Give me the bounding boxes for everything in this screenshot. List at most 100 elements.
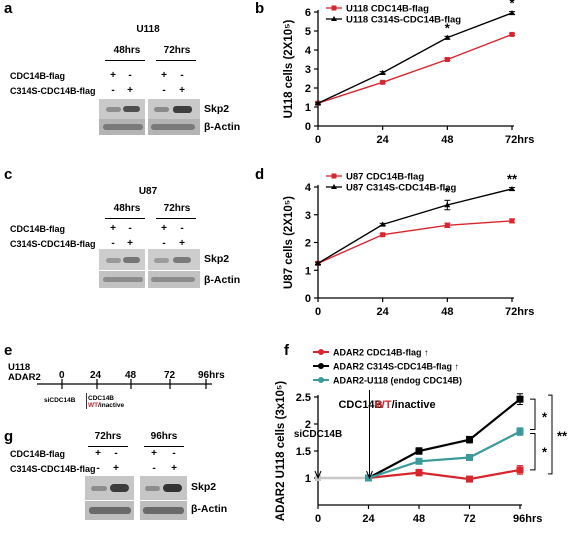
legend-swatch-marker	[318, 349, 324, 355]
data-point	[509, 218, 515, 224]
panel-letter-f: f	[284, 342, 289, 359]
data-point	[444, 202, 451, 208]
series-line-2	[368, 430, 521, 480]
data-point	[466, 436, 473, 444]
data-point	[380, 79, 386, 85]
x-tick-label: 72hrs	[505, 306, 534, 318]
y-tick-label: 3	[305, 64, 311, 76]
wb-a-sign: +	[110, 70, 116, 81]
chart-b: 0 1 2 3 4 5 6 0 24 48 72hrs U118 cells (2X10⁵) U118 …	[283, 0, 534, 146]
wb-a-time-2: 72hrs	[163, 45, 191, 56]
panel-letter-b: b	[255, 0, 265, 17]
x-tick-label: 48	[441, 134, 453, 146]
wb-c-sign: -	[162, 238, 166, 249]
wb-g-time-2: 96hrs	[150, 431, 178, 442]
data-point	[466, 453, 473, 461]
timeline-line2: ADAR2	[8, 372, 41, 383]
wb-g-sign: -	[172, 448, 176, 459]
legend-swatch-marker	[331, 173, 337, 179]
wb-c-time-1: 48hrs	[113, 203, 141, 214]
wb-c-cell-line: U87	[138, 186, 158, 197]
data-point	[365, 474, 372, 482]
series-line-1	[367, 398, 521, 479]
wb-a-sign: +	[179, 85, 185, 96]
timeline-note-si: siCDC14B	[44, 397, 76, 404]
legend-swatch-marker	[331, 184, 337, 189]
x-tick-label: 48	[441, 306, 453, 318]
wb-g-actin-blot	[85, 501, 187, 520]
legend-label: U87 CDC14B-flag	[346, 172, 424, 183]
series-line-0	[317, 220, 513, 264]
wb-a-sign: -	[162, 85, 166, 96]
wb-a-cell-line: U118	[136, 24, 160, 35]
wb-a-underline-1	[105, 60, 145, 61]
legend-label: ADAR2 CDC14B-flag ↑	[333, 348, 429, 358]
x-tick-label: 0	[315, 513, 321, 525]
wb-a-sign: +	[161, 70, 167, 81]
y-tick-label: 4	[305, 45, 312, 57]
legend-label: U118 C314S-CDC14B-flag	[346, 15, 461, 26]
y-axis-label: U118 cells (2X10⁵)	[283, 19, 295, 118]
wb-g-sign: +	[151, 448, 157, 459]
data-point	[509, 9, 515, 16]
legend-label: U118 CDC14B-flag	[346, 4, 429, 15]
x-tick-label: 24	[377, 134, 390, 146]
wb-g-sign: -	[96, 463, 100, 474]
y-tick-label: 2	[305, 419, 311, 431]
event-label-wt: WT	[375, 399, 392, 411]
wb-c-underline-2	[156, 218, 196, 219]
timeline-tick-label: 72	[164, 370, 176, 381]
wb-a-sign: -	[111, 85, 115, 96]
chart-d: 0 1 2 3 4 0 24 48 72hrs U87 cells (2X10⁵) U87 CDC1…	[283, 172, 534, 319]
wb-a-sign: -	[180, 70, 184, 81]
timeline-cell-line: U118	[8, 362, 31, 373]
x-tick-label: 0	[315, 306, 321, 318]
wb-c-sign: +	[110, 223, 116, 234]
wb-c-sign: +	[179, 238, 185, 249]
panel-letter-a: a	[4, 0, 13, 17]
wb-c-row-label-1: CDC14B-flag	[10, 224, 66, 234]
data-point	[379, 69, 386, 75]
y-tick-label: 1	[305, 473, 311, 485]
wb-c-actin-blot	[99, 271, 200, 288]
event-arrowhead	[314, 470, 322, 480]
significance-star: *	[445, 184, 451, 199]
event-label-cdc: CDC14B	[338, 399, 382, 411]
wb-g-skp2-label: Skp2	[191, 481, 217, 493]
data-point	[415, 447, 423, 455]
y-axis-label: U87 cells (2X10⁵)	[283, 196, 295, 289]
panel-letter-d: d	[255, 166, 265, 183]
wb-a-sign: +	[127, 85, 133, 96]
wb-c-actin-label: β-Actin	[204, 274, 241, 286]
significance-star: **	[557, 429, 568, 444]
data-point	[509, 185, 515, 192]
wb-g-underline-1	[88, 446, 128, 447]
event-label-si: siCDC14B	[294, 429, 342, 440]
data-point	[509, 31, 515, 37]
y-tick-label: 1	[305, 102, 311, 114]
wb-c-time-2: 72hrs	[163, 203, 191, 214]
significance-bracket	[530, 433, 536, 471]
y-tick-label: 0	[305, 121, 311, 133]
series-line-1	[317, 12, 513, 104]
wb-a-underline-2	[156, 60, 196, 61]
significance-star: **	[507, 172, 518, 187]
x-tick-label: 72hrs	[505, 134, 534, 146]
wb-a-row-label-2: C314S-CDC14B-flag	[10, 86, 96, 96]
data-point	[379, 221, 386, 227]
panel-letter-e: e	[4, 342, 13, 359]
timeline-note-wt: WT	[88, 402, 99, 409]
timeline-axis	[37, 379, 212, 409]
wb-c-sign: -	[111, 238, 115, 249]
legend-label: ADAR2-U118 (endog CDC14B)	[333, 376, 462, 386]
y-axis-label: ADAR2 U118 cells (3x10⁵)	[275, 381, 287, 521]
wb-c-sign: -	[180, 223, 184, 234]
timeline-note-cdc: CDC14B	[88, 395, 115, 402]
wb-a-sign: -	[128, 70, 132, 81]
series-line-1	[317, 188, 513, 264]
data-point	[444, 57, 450, 62]
wb-a-actin-label: β-Actin	[204, 121, 241, 133]
legend-swatch-marker	[331, 16, 337, 21]
wb-g-underline-2	[144, 446, 184, 447]
